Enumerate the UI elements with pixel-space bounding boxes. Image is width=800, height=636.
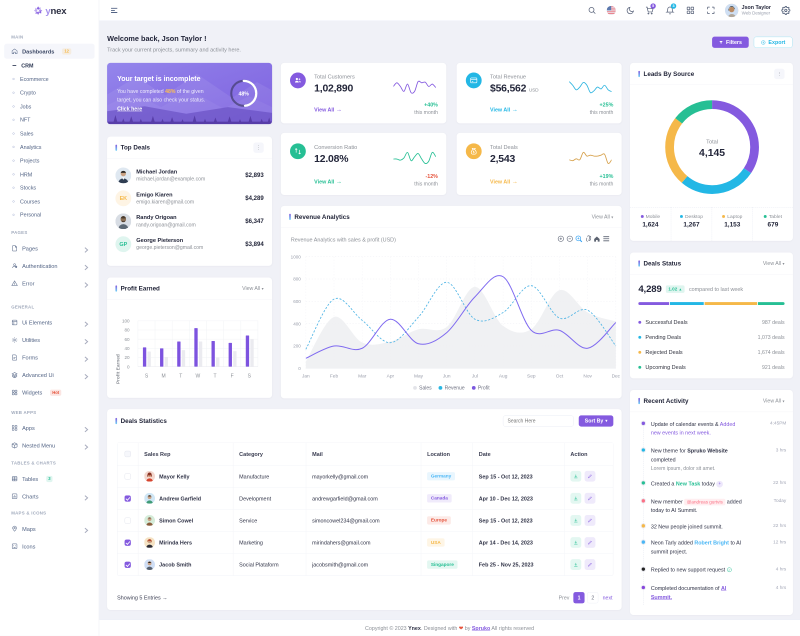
svg-text:Oct: Oct [556,374,564,380]
svg-text:Jan: Jan [302,374,310,380]
svg-text:Sep: Sep [527,374,536,380]
svg-text:Apr: Apr [387,374,395,380]
svg-text:Dec: Dec [612,374,621,380]
svg-text:400: 400 [293,321,301,326]
svg-text:40: 40 [124,346,130,351]
svg-text:Aug: Aug [499,374,508,380]
svg-text:80: 80 [124,328,130,333]
svg-text:Nov: Nov [583,374,592,380]
svg-text:1000: 1000 [291,254,302,259]
svg-text:Revenue: Revenue [445,386,465,392]
svg-text:Feb: Feb [330,374,339,380]
svg-text:4,145: 4,145 [699,148,725,159]
svg-text:0: 0 [127,364,130,369]
svg-text:M: M [162,374,166,380]
svg-text:T: T [214,374,217,380]
svg-text:Sales: Sales [419,386,432,392]
svg-text:F: F [231,374,234,380]
svg-text:S: S [248,374,252,380]
svg-text:Profit Earned: Profit Earned [116,354,122,384]
svg-text:S: S [145,374,149,380]
svg-text:Profit: Profit [478,386,490,392]
svg-text:T: T [179,374,182,380]
svg-text:800: 800 [293,277,301,282]
svg-text:Mar: Mar [358,374,367,380]
svg-text:600: 600 [293,299,301,304]
svg-text:48%: 48% [239,91,250,97]
svg-text:Jul: Jul [472,374,478,380]
svg-text:0: 0 [298,366,301,371]
svg-text:Total: Total [706,139,718,145]
svg-text:60: 60 [124,337,130,342]
svg-text:May: May [414,374,424,380]
svg-text:20: 20 [124,355,130,360]
svg-text:W: W [196,374,201,380]
svg-text:100: 100 [122,319,130,324]
svg-text:200: 200 [293,344,301,349]
svg-text:Jun: Jun [443,374,451,380]
